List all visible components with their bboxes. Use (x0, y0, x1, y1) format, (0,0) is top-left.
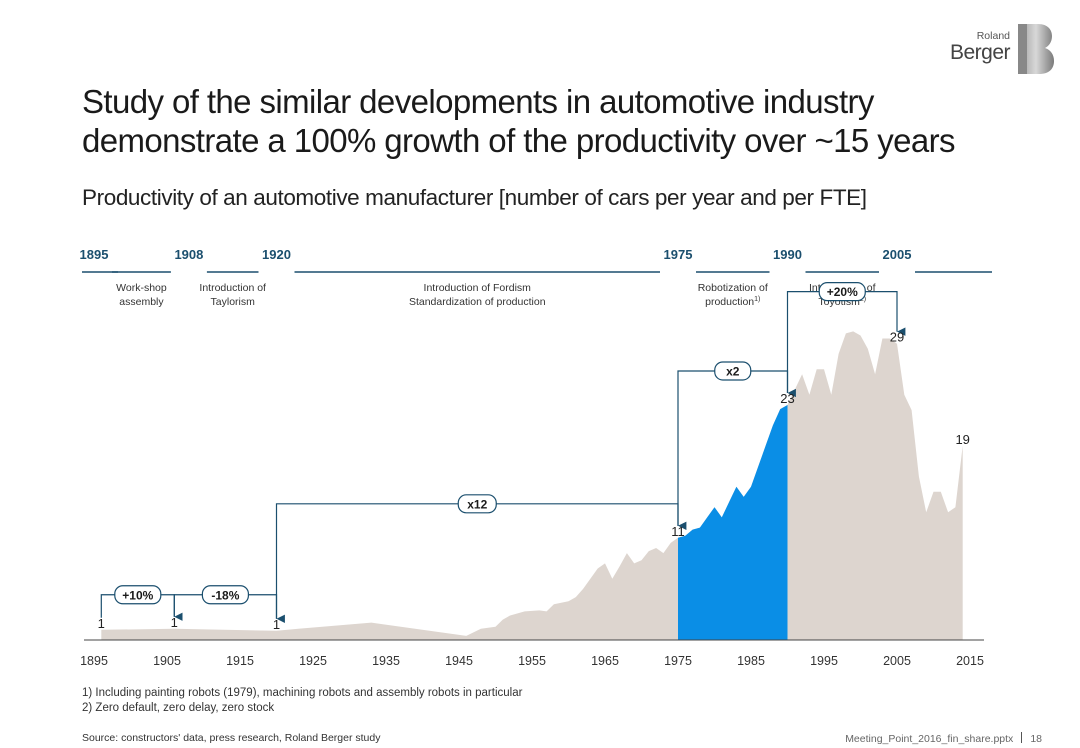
era-label: Standardization of production (409, 296, 546, 308)
data-label-1896: 1 (98, 616, 105, 631)
era-year-1990: 1990 (773, 247, 802, 262)
data-label-2014: 19 (955, 432, 969, 447)
x-tick-label-1975: 1975 (664, 654, 692, 668)
growth-label-1: +10% (122, 588, 153, 602)
x-tick-label-1965: 1965 (591, 654, 619, 668)
growth-label-5: +20% (827, 285, 858, 299)
growth-label-3: x12 (467, 497, 487, 511)
data-label-2005: 29 (890, 330, 904, 345)
page-number: 18 (1030, 733, 1042, 745)
page-info: Meeting_Point_2016_fin_share.pptx 18 (845, 732, 1042, 745)
logo-berger-text: Berger (949, 41, 1011, 64)
separator (1021, 732, 1023, 743)
era-label: Introduction of Fordism (424, 282, 532, 294)
x-tick-label-2015: 2015 (956, 654, 984, 668)
x-tick-label-1925: 1925 (299, 654, 327, 668)
logo-b-mark-icon (1018, 24, 1054, 74)
growth-badge-5 (818, 282, 866, 302)
x-tick-label-1945: 1945 (445, 654, 473, 668)
roland-berger-logo: Roland Berger (944, 22, 1056, 78)
era-year-1895: 1895 (80, 247, 109, 262)
growth-badge-4 (714, 361, 752, 381)
era-year-1908: 1908 (174, 247, 203, 262)
data-label-1975: 11 (671, 524, 685, 539)
growth-label-4: x2 (726, 364, 740, 378)
era-label: Introduction of (199, 282, 266, 294)
x-tick-label-1955: 1955 (518, 654, 546, 668)
chart-subtitle: Productivity of an automotive manufactur… (82, 185, 867, 210)
x-tick-label-1985: 1985 (737, 654, 765, 668)
era-label: Taylorism (211, 296, 256, 308)
footnotes: 1) Including painting robots (1979), mac… (82, 686, 522, 716)
x-tick-label-1995: 1995 (810, 654, 838, 668)
page-title: Study of the similar developments in aut… (82, 82, 982, 160)
era-label: Robotization of (698, 282, 768, 294)
logo-roland-text: Roland (976, 30, 1010, 42)
footnote-1: 1) Including painting robots (1979), mac… (82, 687, 523, 699)
x-tick-label-1935: 1935 (372, 654, 400, 668)
era-label: Work-shop (116, 282, 167, 294)
area-layer (101, 331, 963, 640)
x-tick-label-2005: 2005 (883, 654, 911, 668)
x-tick-label-1905: 1905 (153, 654, 181, 668)
era-year-2005: 2005 (883, 247, 912, 262)
growth-badge-3 (457, 494, 497, 514)
robotization-highlight-area (678, 405, 788, 640)
file-name: Meeting_Point_2016_fin_share.pptx (845, 733, 1014, 745)
data-label-1906: 1 (171, 615, 178, 630)
x-tick-label-1895: 1895 (80, 654, 108, 668)
growth-badge-1 (114, 585, 162, 605)
title-line-1: Study of the similar developments in aut… (82, 83, 874, 120)
growth-badge-2 (201, 585, 249, 605)
x-axis: 1895 1905 1915 1925 1935 1945 1955 1965 1975 1985… (80, 639, 984, 668)
data-label-1990: 23 (780, 391, 794, 406)
era-label: production1) (705, 296, 760, 308)
era-year-1920: 1920 (262, 247, 291, 262)
title-line-2: demonstrate a 100% growth of the product… (82, 122, 956, 159)
growth-annotations: +10% -18% x12 x2 +20% (100, 282, 906, 624)
data-label-1920: 1 (273, 617, 280, 632)
growth-label-2: -18% (211, 588, 239, 602)
source-note: Source: constructors' data, press resear… (82, 732, 381, 744)
era-label: assembly (119, 296, 164, 308)
x-tick-label-1915: 1915 (226, 654, 254, 668)
era-year-1975: 1975 (664, 247, 693, 262)
footnote-2: 2) Zero default, zero delay, zero stock (82, 702, 275, 714)
